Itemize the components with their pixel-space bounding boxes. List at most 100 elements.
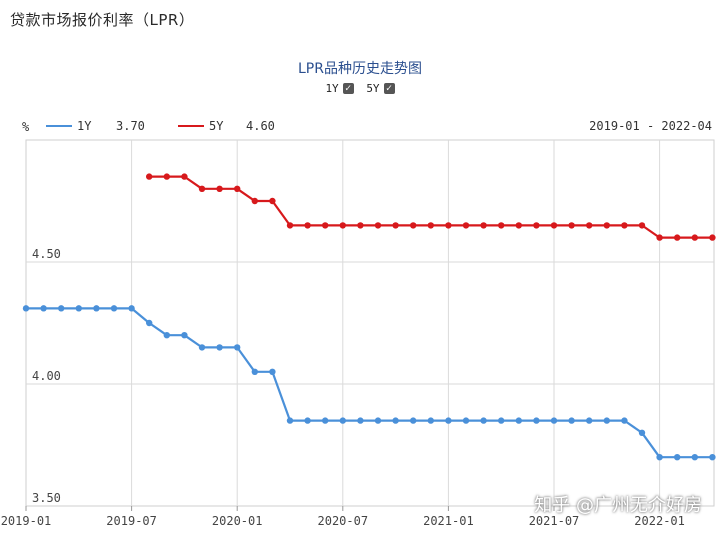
- data-point-5y: [427, 222, 434, 229]
- data-point-1y: [709, 454, 716, 461]
- data-point-1y: [410, 417, 417, 424]
- data-point-1y: [603, 417, 610, 424]
- data-point-5y: [286, 222, 294, 229]
- data-point-5y: [550, 222, 558, 229]
- data-point-1y: [286, 417, 294, 424]
- data-point-5y: [621, 222, 628, 229]
- grid: [25, 139, 715, 507]
- data-point-1y: [357, 417, 364, 424]
- data-point-1y: [656, 454, 663, 461]
- x-tick-label: 2019-07: [106, 514, 157, 528]
- checkbox-1y-icon[interactable]: ✓: [342, 83, 354, 94]
- series-line-1y: [26, 307, 713, 459]
- legend-1y-name: 1Y: [77, 119, 92, 133]
- data-point-5y: [251, 197, 258, 205]
- page-heading: 贷款市场报价利率（LPR）: [10, 11, 195, 29]
- data-point-1y: [462, 417, 470, 424]
- series-toggles: 1Y ✓ 5Y ✓: [0, 82, 720, 95]
- plot-frame: [25, 139, 715, 507]
- data-point-5y: [339, 222, 346, 229]
- data-point-5y: [586, 222, 593, 229]
- data-point-5y: [392, 222, 399, 229]
- data-point-1y: [269, 368, 276, 375]
- data-point-1y: [58, 305, 65, 312]
- data-point-5y: [480, 222, 487, 229]
- data-point-5y: [304, 222, 311, 229]
- y-tick-label: 4.00: [32, 369, 61, 383]
- toggle-1y[interactable]: 1Y ✓: [325, 82, 354, 95]
- data-point-5y: [410, 222, 417, 229]
- data-point-5y: [269, 197, 276, 205]
- data-point-5y: [445, 222, 452, 229]
- toggle-5y[interactable]: 5Y ✓: [366, 82, 395, 95]
- data-point-5y: [322, 222, 329, 229]
- data-point-5y: [603, 222, 610, 229]
- legend-5y-name: 5Y: [209, 119, 224, 133]
- toggle-5y-label: 5Y: [366, 82, 380, 95]
- x-tick-label: 2019-01: [1, 514, 52, 528]
- x-tick-label: 2020-01: [212, 514, 263, 528]
- data-point-1y: [22, 305, 30, 312]
- data-point-5y: [691, 234, 698, 241]
- data-point-5y: [374, 222, 382, 229]
- data-point-1y: [234, 344, 241, 351]
- data-point-1y: [304, 417, 311, 424]
- legend-5y-value: 4.60: [246, 119, 275, 133]
- series-layer: [22, 173, 716, 461]
- data-point-5y: [462, 222, 470, 229]
- data-point-5y: [709, 234, 716, 241]
- data-point-1y: [198, 344, 206, 351]
- data-point-5y: [656, 234, 663, 241]
- chart-title: LPR品种历史走势图: [298, 61, 422, 77]
- legend-1y[interactable]: 1Y 3.70: [46, 119, 145, 133]
- data-point-1y: [374, 417, 382, 424]
- data-point-5y: [638, 222, 646, 229]
- data-point-1y: [110, 305, 118, 312]
- data-point-1y: [568, 417, 575, 424]
- data-point-5y: [498, 222, 505, 229]
- data-point-1y: [427, 417, 434, 424]
- data-point-5y: [181, 173, 188, 180]
- data-point-1y: [40, 305, 47, 312]
- data-point-1y: [93, 305, 100, 312]
- data-point-1y: [533, 417, 540, 424]
- legend-1y-value: 3.70: [116, 119, 145, 133]
- data-point-1y: [480, 417, 487, 424]
- data-point-1y: [339, 417, 346, 424]
- data-point-1y: [691, 454, 698, 461]
- checkbox-5y-icon[interactable]: ✓: [383, 83, 395, 94]
- data-point-1y: [251, 368, 258, 375]
- y-tick-label: 4.50: [32, 247, 61, 261]
- data-point-1y: [163, 332, 170, 339]
- toggle-1y-label: 1Y: [325, 82, 339, 95]
- date-range-label: 2019-01 - 2022-04: [589, 119, 712, 133]
- data-point-1y: [216, 344, 223, 351]
- data-point-5y: [146, 173, 153, 180]
- data-point-1y: [181, 332, 188, 339]
- data-point-5y: [515, 222, 522, 229]
- data-point-1y: [146, 319, 153, 327]
- x-tick-label: 2021-07: [529, 514, 580, 528]
- data-point-1y: [638, 429, 646, 436]
- axes: 4.50 4.00 3.50 2019-01 2019-07 2020-01 2020-07…: [1, 247, 685, 528]
- data-point-5y: [568, 222, 575, 229]
- legend-5y[interactable]: 5Y 4.60: [178, 119, 275, 133]
- data-point-1y: [445, 417, 452, 424]
- y-unit-label: %: [22, 120, 30, 134]
- data-point-5y: [357, 222, 364, 229]
- x-tick-label: 2022-01: [634, 514, 685, 528]
- data-point-1y: [621, 417, 628, 424]
- data-point-5y: [163, 173, 170, 180]
- data-point-1y: [498, 417, 505, 424]
- data-point-1y: [392, 417, 399, 424]
- data-point-1y: [322, 417, 329, 424]
- data-point-5y: [674, 234, 681, 241]
- data-point-1y: [674, 454, 681, 461]
- data-point-5y: [533, 222, 540, 229]
- x-tick-label: 2021-01: [423, 514, 474, 528]
- watermark: 知乎 @广州无介好房: [534, 495, 702, 516]
- data-point-5y: [234, 185, 241, 192]
- data-point-1y: [515, 417, 522, 424]
- data-point-5y: [216, 185, 223, 192]
